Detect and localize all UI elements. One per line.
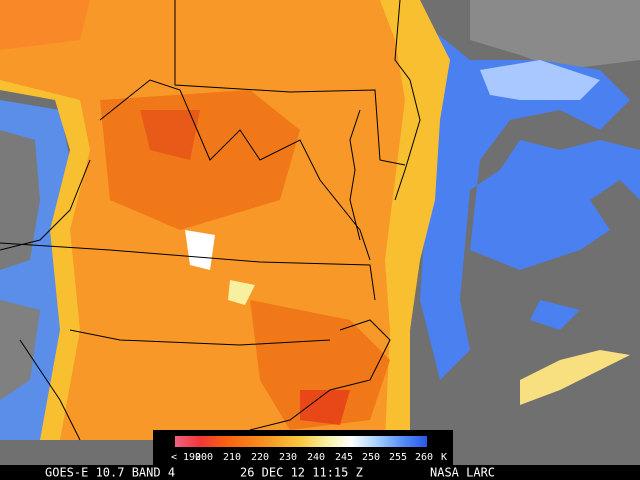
legend-label: 250 — [362, 452, 380, 463]
time-label: 26 DEC 12 11:15 Z — [240, 466, 363, 480]
footer-bar — [0, 466, 640, 480]
source-label: NASA LARC — [430, 466, 495, 480]
legend-label: 240 — [307, 452, 325, 463]
legend-label: 245 — [335, 452, 353, 463]
state-borders — [0, 0, 421, 441]
legend-label: K — [441, 452, 447, 463]
satellite-label: GOES-E 10.7 BAND 4 — [45, 466, 175, 480]
legend-label: < 190 — [171, 452, 201, 463]
legend-label: 260 — [415, 452, 433, 463]
legend-label: 220 — [251, 452, 269, 463]
cloud-imagery — [0, 0, 640, 465]
legend-label: 210 — [223, 452, 241, 463]
legend-scale — [175, 436, 427, 447]
legend-label: 230 — [279, 452, 297, 463]
legend-label: 255 — [389, 452, 407, 463]
legend-label: 200 — [195, 452, 213, 463]
